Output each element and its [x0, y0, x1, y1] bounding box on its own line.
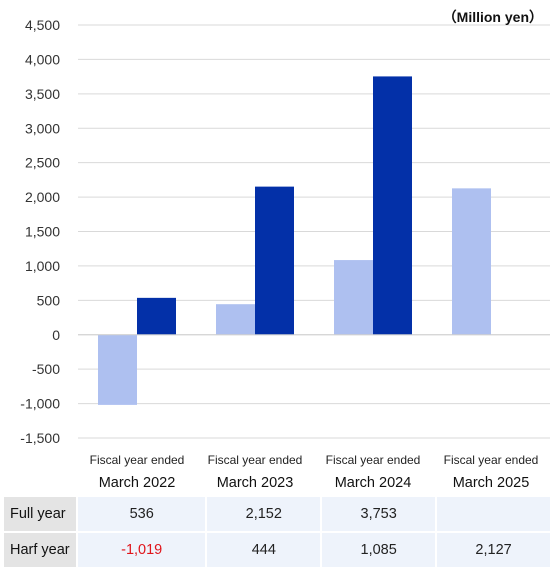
y-tick-label: 3,500 [25, 86, 60, 102]
y-tick-label: -1,000 [20, 396, 60, 412]
y-tick-label: 4,000 [25, 51, 60, 67]
bar-chart: 4,500 4,000 3,500 3,000 2,500 2,000 1,500 1,000… [20, 9, 550, 491]
x-axis-categories: Fiscal year ended March 2022 Fiscal year e… [90, 453, 539, 491]
x-category-line1: Fiscal year ended [444, 453, 539, 467]
y-tick-label: 4,500 [25, 17, 60, 33]
y-tick-label: -1,500 [20, 430, 60, 446]
y-tick-label: 2,500 [25, 155, 60, 171]
table-cell: 536 [78, 497, 208, 533]
x-category-line1: Fiscal year ended [326, 453, 421, 467]
y-tick-label: -500 [32, 361, 60, 377]
bars [78, 76, 550, 405]
bar-full-year [255, 186, 294, 335]
table-cell: 3,753 [322, 497, 438, 533]
bar-full-year [373, 76, 412, 335]
y-tick-label: 1,500 [25, 224, 60, 240]
y-axis-ticks: 4,500 4,000 3,500 3,000 2,500 2,000 1,500 1,000… [20, 17, 60, 446]
unit-label: （Million yen） [443, 9, 543, 25]
table-cell: 444 [207, 533, 323, 569]
x-category-line2: March 2025 [453, 475, 530, 491]
table-cell: 2,127 [437, 533, 552, 569]
data-table: Full year 536 2,152 3,753 Harf year -1,019 444… [4, 497, 552, 569]
y-tick-label: 3,000 [25, 120, 60, 136]
y-tick-label: 500 [37, 292, 61, 308]
bar-harf-year [452, 188, 491, 335]
y-tick-label: 2,000 [25, 189, 60, 205]
bar-harf-year [98, 334, 137, 405]
bar-harf-year [334, 260, 373, 335]
table-cell [437, 497, 552, 533]
x-category-line2: March 2024 [335, 475, 412, 491]
x-category-line2: March 2023 [217, 475, 294, 491]
table-row-label: Harf year [4, 533, 78, 569]
x-category-line1: Fiscal year ended [208, 453, 303, 467]
table-cell: 2,152 [207, 497, 323, 533]
y-tick-label: 1,000 [25, 258, 60, 274]
y-tick-label: 0 [52, 327, 60, 343]
table-row: Full year 536 2,152 3,753 [4, 497, 552, 533]
x-category-line2: March 2022 [99, 475, 176, 491]
table-cell: 1,085 [322, 533, 438, 569]
x-category-line1: Fiscal year ended [90, 453, 185, 467]
table-row: Harf year -1,019 444 1,085 2,127 [4, 533, 552, 569]
bar-harf-year [216, 304, 255, 335]
table-cell: -1,019 [78, 533, 208, 569]
table-row-label: Full year [4, 497, 78, 533]
bar-full-year [137, 297, 176, 335]
